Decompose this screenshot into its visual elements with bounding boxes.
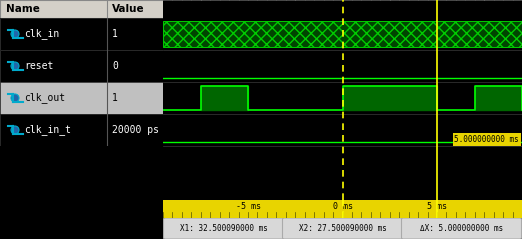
- FancyBboxPatch shape: [401, 218, 521, 239]
- Text: 1: 1: [112, 93, 118, 103]
- FancyBboxPatch shape: [163, 218, 283, 239]
- FancyBboxPatch shape: [282, 218, 402, 239]
- Circle shape: [11, 94, 19, 102]
- Text: clk_in_t: clk_in_t: [24, 125, 71, 136]
- Bar: [163, 21, 522, 47]
- Circle shape: [11, 62, 19, 70]
- Text: reset: reset: [24, 61, 53, 71]
- Text: 5 ms: 5 ms: [427, 202, 447, 211]
- Text: X2: 27.500090000 ms: X2: 27.500090000 ms: [299, 224, 386, 233]
- Circle shape: [11, 126, 19, 134]
- Text: 0: 0: [112, 61, 118, 71]
- Text: 0 ms: 0 ms: [333, 202, 352, 211]
- Text: clk_out: clk_out: [24, 92, 65, 103]
- Text: 5.000000000 ms: 5.000000000 ms: [455, 135, 519, 144]
- Text: -5 ms: -5 ms: [235, 202, 260, 211]
- Text: ΔX: 5.000000000 ms: ΔX: 5.000000000 ms: [420, 224, 503, 233]
- Text: Name: Name: [6, 4, 40, 14]
- Text: clk_in: clk_in: [24, 28, 60, 39]
- Text: 1: 1: [112, 29, 118, 39]
- Text: 20000 ps: 20000 ps: [112, 125, 159, 135]
- Text: Value: Value: [112, 4, 145, 14]
- Circle shape: [11, 30, 19, 38]
- Text: X1: 32.500090000 ms: X1: 32.500090000 ms: [180, 224, 267, 233]
